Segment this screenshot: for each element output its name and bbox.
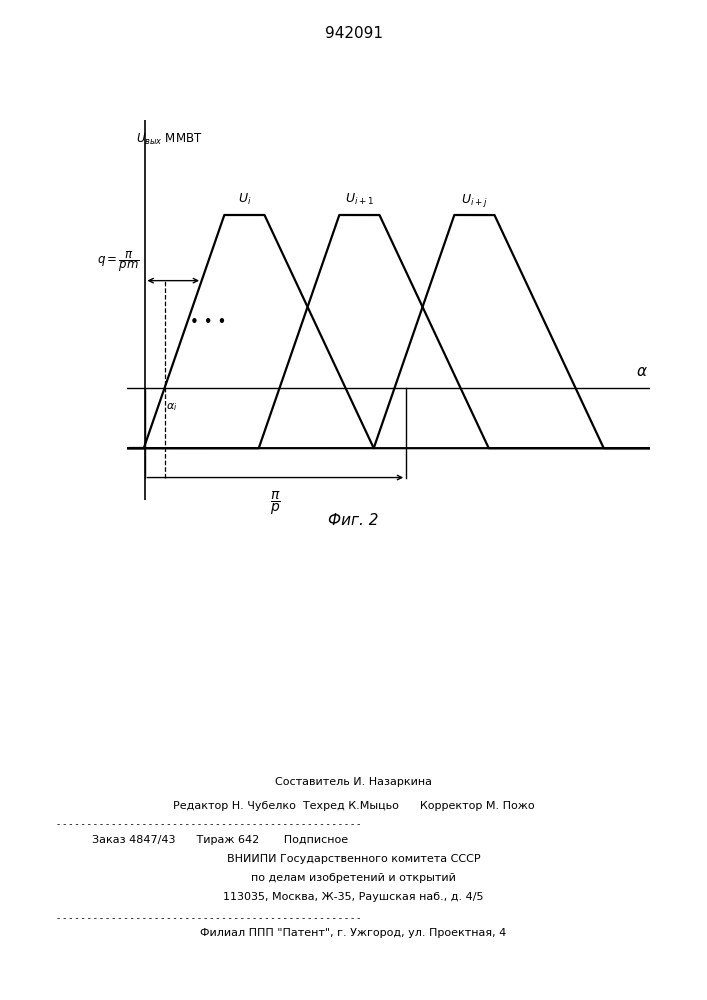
Text: Редактор Н. Чубелко  Техред К.Мыцьо      Корректор М. Пожо: Редактор Н. Чубелко Техред К.Мыцьо Корре… xyxy=(173,801,534,811)
Text: ВНИИПИ Государственного комитета СССР: ВНИИПИ Государственного комитета СССР xyxy=(227,854,480,864)
Text: 113035, Москва, Ж-35, Раушская наб., д. 4/5: 113035, Москва, Ж-35, Раушская наб., д. … xyxy=(223,892,484,902)
Text: $U_{i+j}$: $U_{i+j}$ xyxy=(461,192,488,209)
Text: - - - - - - - - - - - - - - - - - - - - - - - - - - - - - - - - - - - - - - - - : - - - - - - - - - - - - - - - - - - - - … xyxy=(57,820,363,829)
Text: по делам изобретений и открытий: по делам изобретений и открытий xyxy=(251,873,456,883)
Text: $\dfrac{\pi}{p}$: $\dfrac{\pi}{p}$ xyxy=(270,490,281,517)
Text: $\alpha$: $\alpha$ xyxy=(636,364,648,379)
Text: $U_{i+1}$: $U_{i+1}$ xyxy=(345,192,374,207)
Text: 942091: 942091 xyxy=(325,26,382,41)
Text: Филиал ППП "Патент", г. Ужгород, ул. Проектная, 4: Филиал ППП "Патент", г. Ужгород, ул. Про… xyxy=(200,928,507,938)
Text: - - - - - - - - - - - - - - - - - - - - - - - - - - - - - - - - - - - - - - - - : - - - - - - - - - - - - - - - - - - - - … xyxy=(57,914,363,923)
Text: Составитель И. Назаркина: Составитель И. Назаркина xyxy=(275,777,432,787)
Text: $q=\dfrac{\pi}{pm}$: $q=\dfrac{\pi}{pm}$ xyxy=(97,249,140,274)
Text: Фиг. 2: Фиг. 2 xyxy=(328,513,379,528)
Text: • • •: • • • xyxy=(189,315,226,330)
Text: $\alpha_i$: $\alpha_i$ xyxy=(166,402,177,413)
Text: Заказ 4847/43      Тираж 642       Подписное: Заказ 4847/43 Тираж 642 Подписное xyxy=(92,835,348,845)
Text: $U_i$: $U_i$ xyxy=(238,192,251,207)
Text: $U_{\mathit{вых}}$ ММВТ: $U_{\mathit{вых}}$ ММВТ xyxy=(136,132,202,147)
